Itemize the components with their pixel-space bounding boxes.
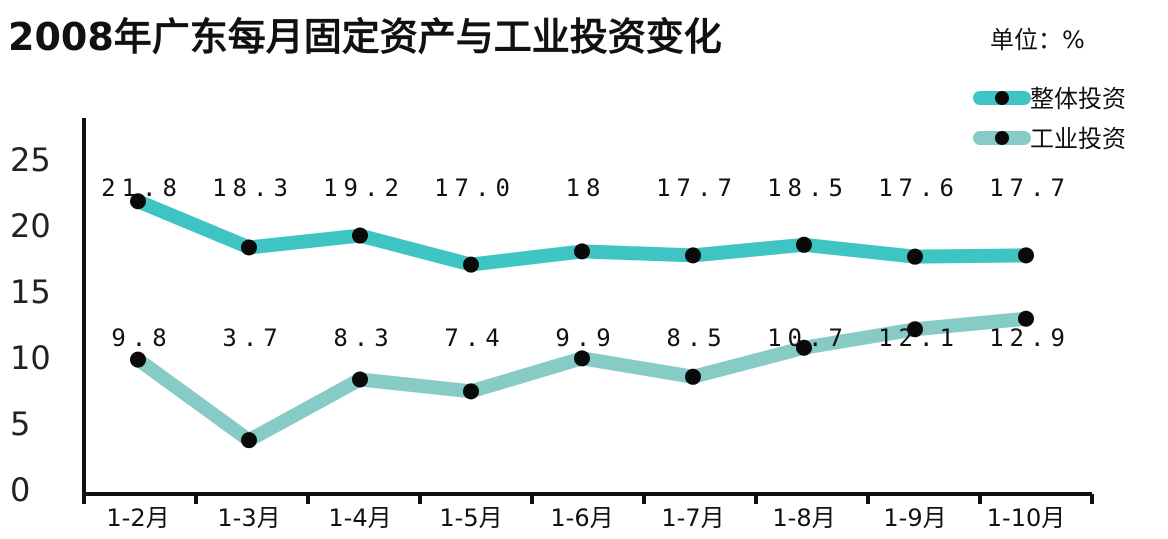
data-label: 18.3 [212, 174, 294, 202]
data-point [463, 383, 479, 400]
data-point [685, 368, 701, 385]
data-point [574, 350, 590, 367]
data-label: 21.8 [101, 174, 183, 202]
data-point [241, 432, 257, 449]
series-layer [130, 193, 1034, 449]
data-label: 17.7 [656, 174, 738, 202]
data-point [130, 193, 146, 210]
data-point [1018, 247, 1034, 264]
data-point [907, 248, 923, 265]
x-tick-label: 1-10月 [987, 504, 1065, 532]
x-tick-label: 1-9月 [883, 504, 946, 532]
y-tick-label: 20 [10, 207, 51, 245]
x-tick-label: 1-8月 [772, 504, 835, 532]
legend-marker [995, 131, 1009, 145]
data-label: 7.4 [444, 324, 505, 352]
legend-entry-label: 整体投资 [1030, 85, 1126, 113]
legend-entry-label: 工业投资 [1030, 125, 1126, 153]
y-tick-label: 10 [10, 339, 51, 377]
data-point [463, 256, 479, 273]
chart-title: 2008年广东每月固定资产与工业投资变化 [8, 15, 722, 59]
data-point [352, 371, 368, 388]
data-label: 9.8 [111, 324, 172, 352]
data-point [907, 321, 923, 338]
legend-marker [995, 91, 1009, 105]
x-tick-label: 1-3月 [217, 504, 280, 532]
data-label: 3.7 [222, 324, 283, 352]
x-tick-label: 1-5月 [439, 504, 502, 532]
x-tick-label: 1-6月 [550, 504, 613, 532]
axis-ticks: 25 20 15 10 5 0 1-2月 1-3月 1-4月 1-5月 1-6月 1-7月 1-8月 1-… [10, 141, 1094, 532]
y-tick-label: 15 [10, 273, 51, 311]
data-label: 12.9 [989, 324, 1071, 352]
data-point [241, 239, 257, 256]
unit-label: 单位：% [990, 26, 1085, 54]
x-tick-label: 1-7月 [661, 504, 724, 532]
data-label: 8.3 [333, 324, 394, 352]
data-point [130, 351, 146, 368]
x-tick-label: 1-2月 [106, 504, 169, 532]
data-label: 19.2 [323, 174, 405, 202]
x-tick-label: 1-4月 [328, 504, 391, 532]
data-point [1018, 310, 1034, 327]
data-label: 9.9 [555, 324, 616, 352]
y-tick-label: 5 [10, 405, 30, 443]
data-labels: 21.8 18.3 19.2 17.0 18 17.7 18.5 17.6 17.7 9.8 3.7… [101, 174, 1071, 352]
y-tick-label: 25 [10, 141, 51, 179]
data-point [685, 247, 701, 264]
data-label: 12.1 [878, 324, 960, 352]
data-point [352, 227, 368, 244]
data-label: 17.7 [989, 174, 1071, 202]
data-label: 17.0 [434, 174, 516, 202]
data-label: 8.5 [666, 324, 727, 352]
data-label: 18.5 [767, 174, 849, 202]
data-point [796, 236, 812, 253]
data-label: 18 [566, 174, 607, 202]
data-point [574, 243, 590, 260]
data-label: 17.6 [878, 174, 960, 202]
y-tick-label: 0 [10, 471, 30, 509]
data-point [796, 339, 812, 356]
data-label: 10.7 [767, 324, 849, 352]
